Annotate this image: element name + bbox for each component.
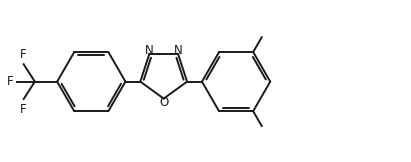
Text: F: F (7, 75, 14, 88)
Text: N: N (145, 44, 154, 57)
Text: N: N (174, 44, 182, 57)
Text: F: F (21, 47, 27, 61)
Text: F: F (21, 103, 27, 116)
Text: O: O (159, 96, 169, 109)
